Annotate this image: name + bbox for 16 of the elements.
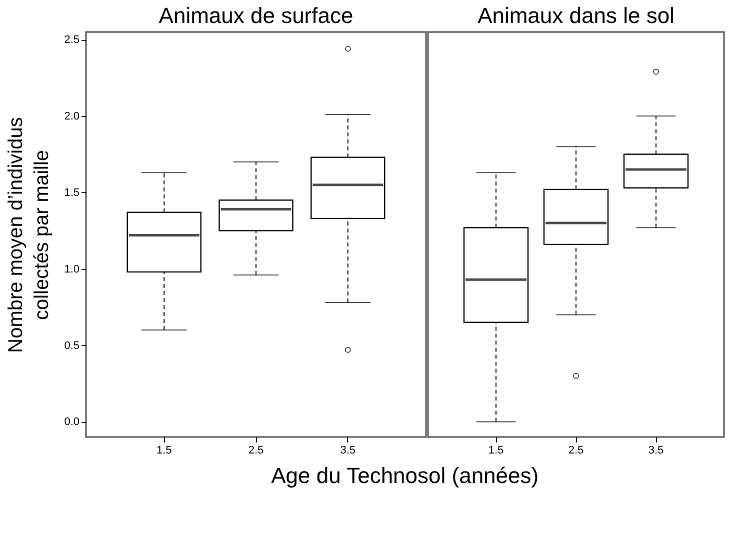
x-tick-label: 3.5: [648, 444, 664, 456]
chart-title: Animaux dans le sol: [478, 3, 674, 28]
y-tick-label: 1.5: [64, 186, 80, 199]
x-tick-label: 1.5: [488, 444, 504, 456]
x-axis-title: Age du Technosol (années): [271, 462, 539, 488]
chart-title: Animaux de surface: [158, 3, 354, 28]
y-tick-label: 2.0: [64, 110, 80, 123]
x-tick-label: 3.5: [340, 444, 356, 456]
y-tick-label: 0.5: [64, 340, 80, 352]
y-axis-title: Nombre moyen d’individus collectés par maille: [5, 117, 54, 353]
y-tick-label: 0.0: [64, 416, 80, 428]
x-tick-label: 1.5: [156, 444, 172, 456]
y-tick-label: 1.0: [64, 263, 80, 276]
x-tick-label: 2.5: [568, 444, 584, 456]
y-tick-label: 2.5: [64, 34, 80, 46]
x-tick-label: 2.5: [248, 444, 264, 456]
